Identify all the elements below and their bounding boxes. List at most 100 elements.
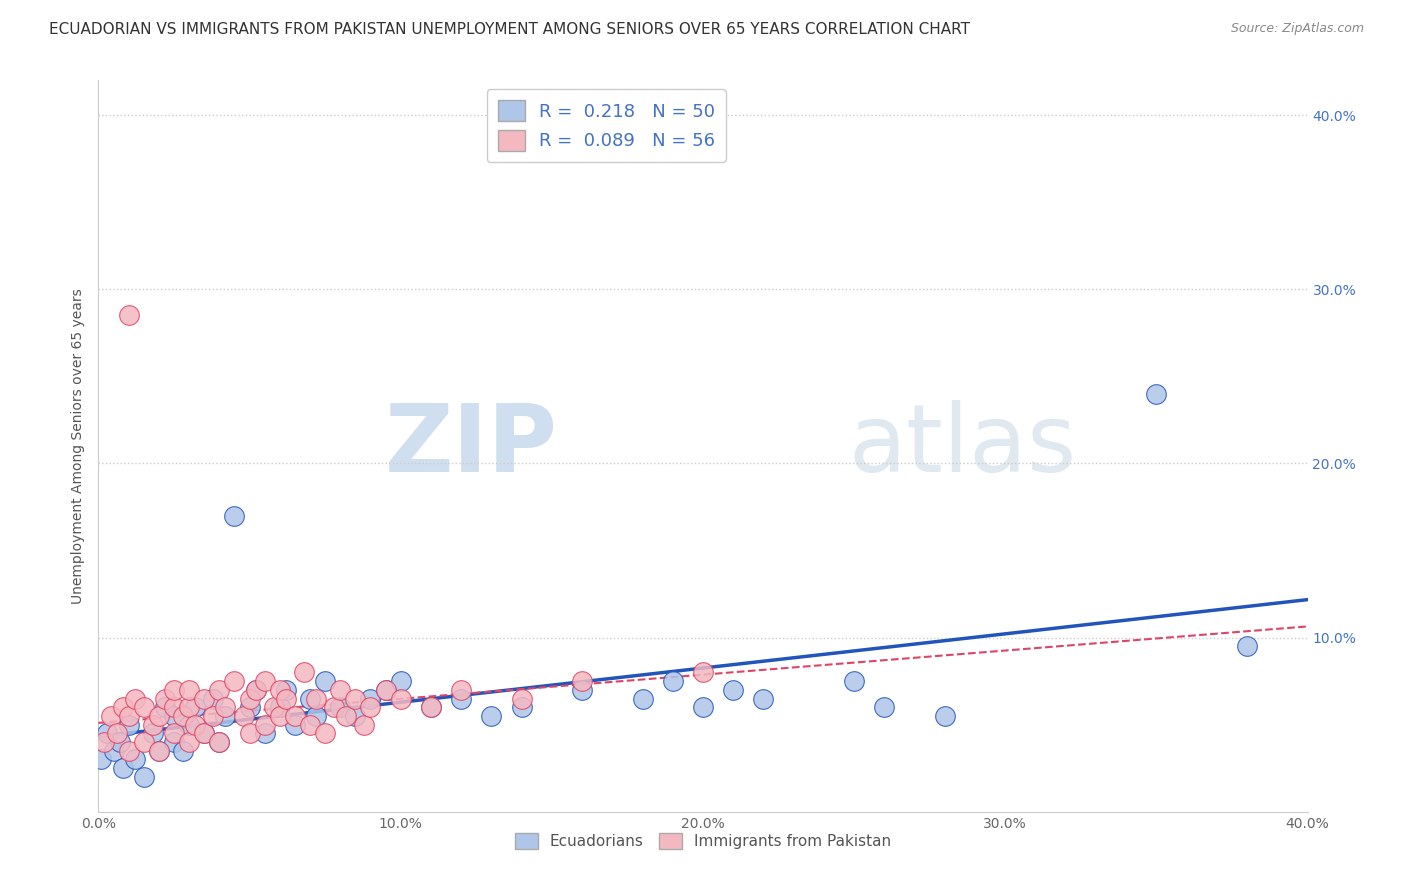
Point — [208, 682, 231, 697]
Point — [163, 735, 186, 749]
Point — [1236, 640, 1258, 654]
Point — [661, 674, 683, 689]
Point — [692, 700, 714, 714]
Point — [118, 744, 141, 758]
Point — [269, 682, 291, 697]
Point — [752, 691, 775, 706]
Point — [163, 700, 186, 714]
Y-axis label: Unemployment Among Seniors over 65 years: Unemployment Among Seniors over 65 years — [72, 288, 86, 604]
Point — [208, 735, 231, 749]
Point — [299, 691, 322, 706]
Point — [202, 691, 225, 706]
Point — [450, 691, 472, 706]
Point — [132, 700, 155, 714]
Point — [172, 709, 194, 723]
Point — [450, 682, 472, 697]
Point — [284, 717, 307, 731]
Point — [103, 744, 125, 758]
Point — [360, 691, 382, 706]
Point — [245, 682, 267, 697]
Point — [163, 726, 186, 740]
Point — [224, 674, 246, 689]
Point — [269, 709, 291, 723]
Point — [344, 691, 367, 706]
Point — [179, 735, 201, 749]
Point — [420, 700, 443, 714]
Point — [124, 752, 146, 766]
Point — [571, 674, 593, 689]
Point — [631, 691, 654, 706]
Point — [148, 744, 170, 758]
Point — [284, 709, 307, 723]
Point — [253, 726, 276, 740]
Point — [163, 709, 186, 723]
Point — [934, 709, 956, 723]
Point — [124, 691, 146, 706]
Point — [202, 709, 225, 723]
Point — [208, 735, 231, 749]
Point — [510, 700, 533, 714]
Point — [100, 709, 122, 723]
Point — [335, 709, 357, 723]
Point — [239, 726, 262, 740]
Point — [111, 761, 134, 775]
Point — [314, 674, 336, 689]
Point — [389, 674, 412, 689]
Point — [723, 682, 745, 697]
Point — [118, 717, 141, 731]
Point — [389, 691, 412, 706]
Point — [184, 717, 207, 731]
Point — [253, 674, 276, 689]
Point — [214, 709, 236, 723]
Point — [118, 709, 141, 723]
Text: atlas: atlas — [848, 400, 1077, 492]
Point — [224, 508, 246, 523]
Point — [96, 726, 118, 740]
Point — [844, 674, 866, 689]
Text: ZIP: ZIP — [385, 400, 558, 492]
Point — [374, 682, 396, 697]
Point — [360, 700, 382, 714]
Point — [274, 691, 297, 706]
Point — [1144, 386, 1167, 401]
Point — [329, 682, 352, 697]
Point — [232, 709, 254, 723]
Point — [510, 691, 533, 706]
Point — [153, 691, 176, 706]
Point — [142, 726, 165, 740]
Point — [214, 700, 236, 714]
Point — [305, 709, 328, 723]
Point — [93, 735, 115, 749]
Point — [571, 682, 593, 697]
Point — [193, 726, 215, 740]
Point — [163, 682, 186, 697]
Point — [184, 700, 207, 714]
Point — [374, 682, 396, 697]
Point — [329, 700, 352, 714]
Point — [269, 700, 291, 714]
Point — [148, 744, 170, 758]
Point — [193, 726, 215, 740]
Point — [344, 709, 367, 723]
Point — [132, 770, 155, 784]
Legend: Ecuadorians, Immigrants from Pakistan: Ecuadorians, Immigrants from Pakistan — [509, 827, 897, 855]
Point — [873, 700, 896, 714]
Point — [179, 700, 201, 714]
Point — [274, 682, 297, 697]
Point — [239, 700, 262, 714]
Point — [353, 717, 375, 731]
Point — [142, 717, 165, 731]
Point — [118, 309, 141, 323]
Point — [179, 682, 201, 697]
Point — [239, 691, 262, 706]
Point — [263, 700, 285, 714]
Point — [245, 682, 267, 697]
Point — [105, 726, 128, 740]
Point — [132, 735, 155, 749]
Point — [481, 709, 503, 723]
Point — [299, 717, 322, 731]
Text: Source: ZipAtlas.com: Source: ZipAtlas.com — [1230, 22, 1364, 36]
Point — [692, 665, 714, 680]
Point — [314, 726, 336, 740]
Point — [148, 709, 170, 723]
